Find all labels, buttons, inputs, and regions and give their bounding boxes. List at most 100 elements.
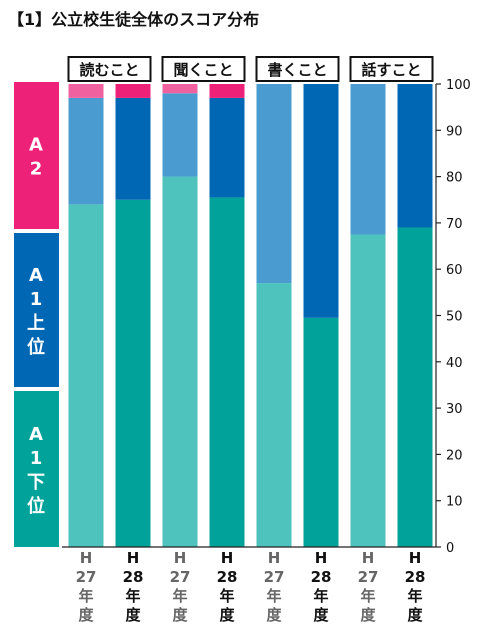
legend-label-line: 上 xyxy=(27,313,45,334)
legend-label-line: A xyxy=(29,135,43,156)
bar-5 xyxy=(256,84,292,547)
bar-6 xyxy=(303,84,339,547)
group-label-4: 話すこと xyxy=(349,56,434,82)
x-label-line: 度 xyxy=(125,606,141,624)
x-label-line: 年 xyxy=(266,587,281,605)
bar-segment-A1下位 xyxy=(209,197,245,547)
y-tick-label: 30 xyxy=(446,402,463,417)
x-label-line: 年 xyxy=(78,587,93,605)
group-label-text: 読むこと xyxy=(79,61,139,79)
x-label-line: H xyxy=(409,549,422,567)
bar-segment-A1上位 xyxy=(162,93,198,177)
x-label-line: H xyxy=(127,549,140,567)
bar-segment-A1上位 xyxy=(397,84,433,228)
x-label-line: 年 xyxy=(313,587,328,605)
legend-item-A2: A2 xyxy=(14,82,59,229)
x-label-line: 27 xyxy=(264,568,285,586)
legend-label-line: A xyxy=(29,424,43,445)
x-label-line: 度 xyxy=(172,606,188,624)
group-label-text: 聞くこと xyxy=(173,61,233,79)
group-label-2: 聞くこと xyxy=(161,56,246,82)
x-label-line: H xyxy=(80,549,93,567)
group-labels: 読むこと 聞くこと 書くこと 話すこと xyxy=(67,56,434,82)
bar-2 xyxy=(115,84,151,547)
bars xyxy=(68,84,433,547)
x-label-line: H xyxy=(174,549,187,567)
x-label-line: 度 xyxy=(219,606,235,624)
bar-segment-A1上位 xyxy=(256,84,292,284)
bar-segment-A1下位 xyxy=(256,283,292,547)
x-label-line: 28 xyxy=(311,568,332,586)
legend-label-line: A xyxy=(29,265,43,286)
y-tick-label: 40 xyxy=(446,356,463,371)
bar-segment-A2 xyxy=(115,84,151,98)
y-tick-label: 10 xyxy=(446,495,463,510)
legend-item-A1下位: A 1 下位 xyxy=(14,391,59,547)
x-label-line: 度 xyxy=(78,606,94,624)
legend-item-A1上位: A 1 上位 xyxy=(14,233,59,387)
x-label-line: 年 xyxy=(125,587,140,605)
bar-8 xyxy=(397,84,433,547)
group-label-box xyxy=(67,56,152,82)
y-axis: 0 10 20 30 40 50 60 70 80 90 100 xyxy=(62,78,471,556)
bar-segment-A1下位 xyxy=(68,204,104,547)
y-tick-label: 50 xyxy=(446,310,463,325)
bar-segment-A1下位 xyxy=(303,317,339,547)
y-tick-label: 70 xyxy=(446,217,463,232)
legend-label-line: 1 xyxy=(30,289,43,310)
x-label-line: 度 xyxy=(360,606,376,624)
x-label-line: H xyxy=(315,549,328,567)
bar-4 xyxy=(209,84,245,547)
legend-swatch xyxy=(14,391,59,547)
x-label-line: 27 xyxy=(170,568,191,586)
x-label-line: H xyxy=(221,549,234,567)
bar-segment-A1上位 xyxy=(115,97,151,200)
y-tick-label: 20 xyxy=(446,448,463,463)
group-label-box xyxy=(161,56,246,82)
bar-segment-A1上位 xyxy=(209,97,245,198)
bar-segment-A1下位 xyxy=(162,176,198,547)
bar-segment-A1上位 xyxy=(350,84,386,235)
x-label-line: 度 xyxy=(313,606,329,624)
y-tick-label: 60 xyxy=(446,263,463,278)
y-tick-label: 0 xyxy=(446,541,454,556)
legend-label-line: 1 xyxy=(30,448,43,469)
legend-label-line: 位 xyxy=(27,495,45,517)
x-label-line: H xyxy=(268,549,281,567)
legend-label-line: 位 xyxy=(27,336,45,358)
x-label-line: 27 xyxy=(76,568,97,586)
chart-title: 【1】公立校生徒全体のスコア分布 xyxy=(8,10,260,29)
bar-1 xyxy=(68,84,104,547)
x-label-line: 度 xyxy=(266,606,282,624)
x-label-line: 年 xyxy=(172,587,187,605)
bar-segment-A1下位 xyxy=(397,227,433,547)
x-label-line: 27 xyxy=(358,568,379,586)
legend-label-line: 下 xyxy=(27,472,45,493)
bar-segment-A1上位 xyxy=(68,97,104,205)
x-label-line: 28 xyxy=(405,568,426,586)
group-label-box xyxy=(349,56,434,82)
group-label-box xyxy=(255,56,340,82)
group-label-text: 書くこと xyxy=(267,61,327,79)
y-tick-label: 100 xyxy=(446,78,471,93)
legend-swatch xyxy=(14,233,59,387)
x-label-line: 年 xyxy=(219,587,234,605)
x-label-line: 年 xyxy=(407,587,422,605)
x-label-line: 年 xyxy=(360,587,375,605)
bar-segment-A2 xyxy=(209,84,245,98)
group-label-3: 書くこと xyxy=(255,56,340,82)
legend-label-line: 2 xyxy=(30,159,43,180)
x-label-line: H xyxy=(362,549,375,567)
bar-segment-A2 xyxy=(162,84,198,94)
